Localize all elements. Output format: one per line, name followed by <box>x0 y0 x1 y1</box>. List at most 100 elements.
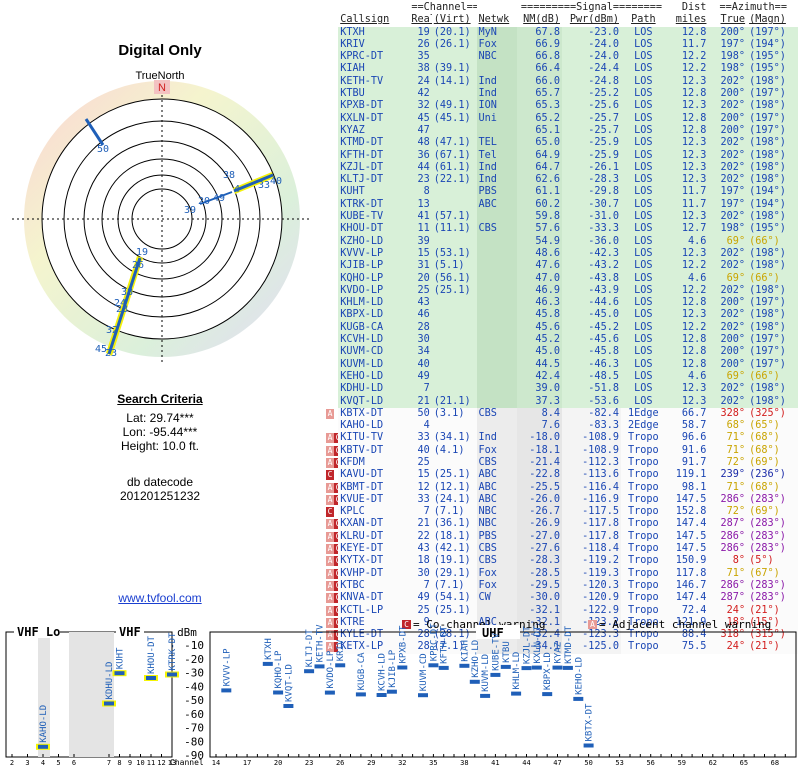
table-row[interactable]: KFTH-DT 36 (67.1) Tel 64.9 -25.9 LOS 12.3 202° (1… <box>326 149 798 162</box>
signal-marker[interactable] <box>397 665 408 670</box>
table-row[interactable]: KUVM-CD 34 45.0 -45.8 LOS 12.8 200° (197°) <box>326 346 798 359</box>
signal-marker[interactable] <box>573 696 584 701</box>
cell-net <box>476 284 518 298</box>
cell-pwr: -53.6 <box>561 395 621 408</box>
cell-call: KAVU-DT <box>338 469 410 482</box>
cell-real: 4 <box>409 420 432 433</box>
x-tick-label: 44 <box>522 759 530 767</box>
signal-marker[interactable] <box>386 689 397 694</box>
signal-marker[interactable] <box>262 661 273 666</box>
signal-marker[interactable] <box>480 693 491 698</box>
table-row[interactable]: KEHO-LD 49 42.4 -48.5 LOS 4.6 69° (66°) <box>326 370 798 384</box>
table-row[interactable]: KYAZ 47 65.1 -25.7 LOS 12.8 200° (197°) <box>326 124 798 138</box>
table-row[interactable]: A C KCTL-LP 25 (25.1) -32.1 -122.9 Tropo 72.4 24°… <box>326 604 798 617</box>
signal-marker[interactable] <box>511 691 522 696</box>
table-row[interactable]: KJIB-LP 31 (5.1) 47.6 -43.2 LOS 12.2 202° (198°) <box>326 260 798 273</box>
table-row[interactable]: A C KVUE-DT 33 (24.1) ABC -26.0 -116.9 Tropo 147.… <box>326 493 798 507</box>
signal-marker[interactable] <box>355 692 366 697</box>
table-row[interactable]: KTXH 19 (20.1) MyN 67.8 -23.0 LOS 12.8 200° (197°… <box>326 26 798 39</box>
table-row[interactable]: KHLM-LD 43 46.3 -44.6 LOS 12.8 200° (197°) <box>326 297 798 310</box>
table-row[interactable]: KUVM-LD 40 44.5 -46.3 LOS 12.8 200° (197°) <box>326 358 798 371</box>
cell-virt <box>431 334 477 347</box>
signal-marker[interactable] <box>304 669 315 674</box>
table-row[interactable]: C KAVU-DT 15 (25.1) ABC -22.8 -113.6 Tropo 119.1… <box>326 469 798 482</box>
signal-marker[interactable] <box>335 663 346 668</box>
table-row[interactable]: KDHU-LD 7 39.0 -51.8 LOS 12.3 202° (198°) <box>326 383 798 396</box>
table-row[interactable]: A KBTX-DT 50 (3.1) CBS 8.4 -82.4 1Edge 66.7 328°(… <box>326 407 798 421</box>
table-row[interactable]: KBPX-LD 46 45.8 -45.0 LOS 12.3 202° (198°) <box>326 309 798 322</box>
cell-call: KRIV <box>338 38 410 52</box>
signal-marker[interactable] <box>146 676 156 680</box>
table-row[interactable]: KETH-TV 24 (14.1) Ind 66.0 -24.8 LOS 12.3 202° (1… <box>326 75 798 89</box>
signal-marker[interactable] <box>500 664 511 669</box>
table-row[interactable]: KTRK-DT 13 ABC 60.2 -30.7 LOS 11.7 197° (194°) <box>326 198 798 212</box>
table-row[interactable]: KVDO-LP 25 (25.1) 46.9 -43.9 LOS 12.2 202° (198°… <box>326 284 798 298</box>
table-row[interactable]: A C KITU-TV 33 (34.1) Ind -18.0 -108.9 Tropo 96.6… <box>326 432 798 445</box>
site-link[interactable]: www.tvfool.com <box>118 591 202 605</box>
cell-nm: -25.5 <box>517 481 562 494</box>
table-row[interactable]: KVVV-LP 15 (53.1) 48.6 -42.3 LOS 12.3 202° (198°… <box>326 247 798 261</box>
radar-label: 26 <box>132 260 144 271</box>
table-row[interactable]: A C KBMT-DT 12 (12.1) ABC -25.5 -116.4 Tropo 98.1… <box>326 481 798 494</box>
table-row[interactable]: A C KFDM 25 CBS -21.4 -112.3 Tropo 91.7 72° (69°) <box>326 456 798 470</box>
signal-marker[interactable] <box>273 690 284 695</box>
table-row[interactable]: KZJL-DT 44 (61.1) Ind 64.7 -26.1 LOS 12.3 202° (1… <box>326 161 798 175</box>
table-row[interactable]: C KPLC 7 (7.1) NBC -26.7 -117.5 Tropo 152.8 72° (6… <box>326 506 798 519</box>
signal-marker[interactable] <box>418 693 428 698</box>
signal-marker[interactable] <box>324 690 335 695</box>
table-row[interactable]: KPRC-DT 35 NBC 66.8 -24.0 LOS 12.2 198° (195°) <box>326 51 798 64</box>
table-row[interactable]: KVQT-LD 21 (21.1) 37.3 -53.6 LOS 12.3 202° (198°… <box>326 395 798 408</box>
signal-marker[interactable] <box>438 665 449 670</box>
signal-marker[interactable] <box>283 704 294 708</box>
table-row[interactable]: KUHT 8 PBS 61.1 -29.8 LOS 11.7 197° (194°) <box>326 186 798 199</box>
table-row[interactable]: A C KLRU-DT 22 (18.1) PBS -27.0 -117.8 Tropo 147.… <box>326 530 798 544</box>
table-row[interactable]: KRIV 26 (26.1) Fox 66.9 -24.0 LOS 11.7 197° (194°… <box>326 38 798 52</box>
table-row[interactable]: A C KTBC 7 (7.1) Fox -29.5 -120.3 Tropo 146.7 286°… <box>326 579 798 593</box>
table-row[interactable]: A C KBTV-DT 40 (4.1) Fox -18.1 -108.9 Tropo 91.6 7… <box>326 444 798 457</box>
cell-net: CBS <box>476 223 518 236</box>
cell-call: KTBU <box>338 88 410 101</box>
signal-marker[interactable] <box>167 672 177 677</box>
cell-virt <box>431 358 477 371</box>
table-row[interactable]: KXLN-DT 45 (45.1) Uni 65.2 -25.7 LOS 12.8 200° (1… <box>326 112 798 125</box>
signal-marker[interactable] <box>562 665 573 670</box>
table-row[interactable]: KLTJ-DT 23 (22.1) Ind 62.6 -28.3 LOS 12.3 202° (1… <box>326 174 798 187</box>
table-row[interactable]: KAHO-LD 4 7.6 -83.3 2Edge 58.7 68° (65°) <box>326 420 798 433</box>
signal-marker[interactable] <box>542 692 553 697</box>
signal-marker[interactable] <box>531 665 542 670</box>
table-row[interactable]: KUBE-TV 41 (57.1) 59.8 -31.0 LOS 12.3 202° (198°… <box>326 211 798 224</box>
table-row[interactable]: KPXB-DT 32 (49.1) ION 65.3 -25.6 LOS 12.3 202° (1… <box>326 100 798 113</box>
signal-marker[interactable] <box>428 663 439 668</box>
co-channel-warning-badge: C <box>334 482 339 493</box>
table-row[interactable]: A C KNVA-DT 49 (54.1) CW -30.0 -120.9 Tropo 147.4… <box>326 592 798 605</box>
signal-marker[interactable] <box>38 744 48 749</box>
adjacent-warning-badge: A <box>326 408 334 419</box>
signal-marker[interactable] <box>490 672 501 677</box>
table-row[interactable]: A C KETX-LP 28 (7.1) -34.1 -125.0 Tropo 75.5 24°(… <box>326 641 798 654</box>
table-row[interactable]: A C KEYE-DT 43 (42.1) CBS -27.6 -118.4 Tropo 147.… <box>326 543 798 556</box>
signal-marker[interactable] <box>376 693 387 697</box>
cell-real: 21 <box>409 518 432 531</box>
signal-marker[interactable] <box>552 665 563 670</box>
table-row[interactable]: A C KVHP-DT 30 (29.1) Fox -28.5 -119.3 Tropo 117.… <box>326 567 798 580</box>
signal-marker[interactable] <box>314 664 325 669</box>
signal-marker[interactable] <box>469 679 480 684</box>
signal-marker[interactable] <box>221 688 232 693</box>
signal-marker[interactable] <box>521 666 532 671</box>
table-row[interactable]: KCVH-LD 30 45.2 -45.6 LOS 12.8 200° (197°) <box>326 334 798 347</box>
table-row[interactable]: KHOU-DT 11 (11.1) CBS 57.6 -33.3 LOS 12.7 198° (1… <box>326 223 798 236</box>
table-row[interactable]: KTBU 42 Ind 65.7 -25.2 LOS 12.8 200° (197°) <box>326 88 798 101</box>
table-row[interactable]: KZHO-LD 39 54.9 -36.0 LOS 4.6 69° (66°) <box>326 235 798 248</box>
table-row[interactable]: KQHO-LP 20 (56.1) 47.0 -43.8 LOS 4.6 69° (66°) <box>326 272 798 285</box>
cell-call: KDHU-LD <box>338 383 410 396</box>
signal-marker[interactable] <box>583 743 594 748</box>
table-row[interactable]: KTMD-DT 48 (47.1) TEL 65.0 -25.9 LOS 12.3 202° (1… <box>326 137 798 150</box>
signal-marker[interactable] <box>459 663 470 668</box>
table-row[interactable]: A C KYTX-DT 18 (19.1) CBS -28.3 -119.2 Tropo 150.… <box>326 555 798 568</box>
signal-marker[interactable] <box>114 671 125 676</box>
cell-nm: 42.4 <box>517 370 562 384</box>
table-row[interactable]: KIAH 38 (39.1) 66.4 -24.4 LOS 12.2 198° (195°) <box>326 63 798 76</box>
table-row[interactable]: KUGB-CA 28 45.6 -45.2 LOS 12.2 202° (198°) <box>326 321 798 335</box>
table-row[interactable]: A C KXAN-DT 21 (36.1) NBC -26.9 -117.8 Tropo 147.… <box>326 518 798 531</box>
signal-marker[interactable] <box>104 701 114 706</box>
